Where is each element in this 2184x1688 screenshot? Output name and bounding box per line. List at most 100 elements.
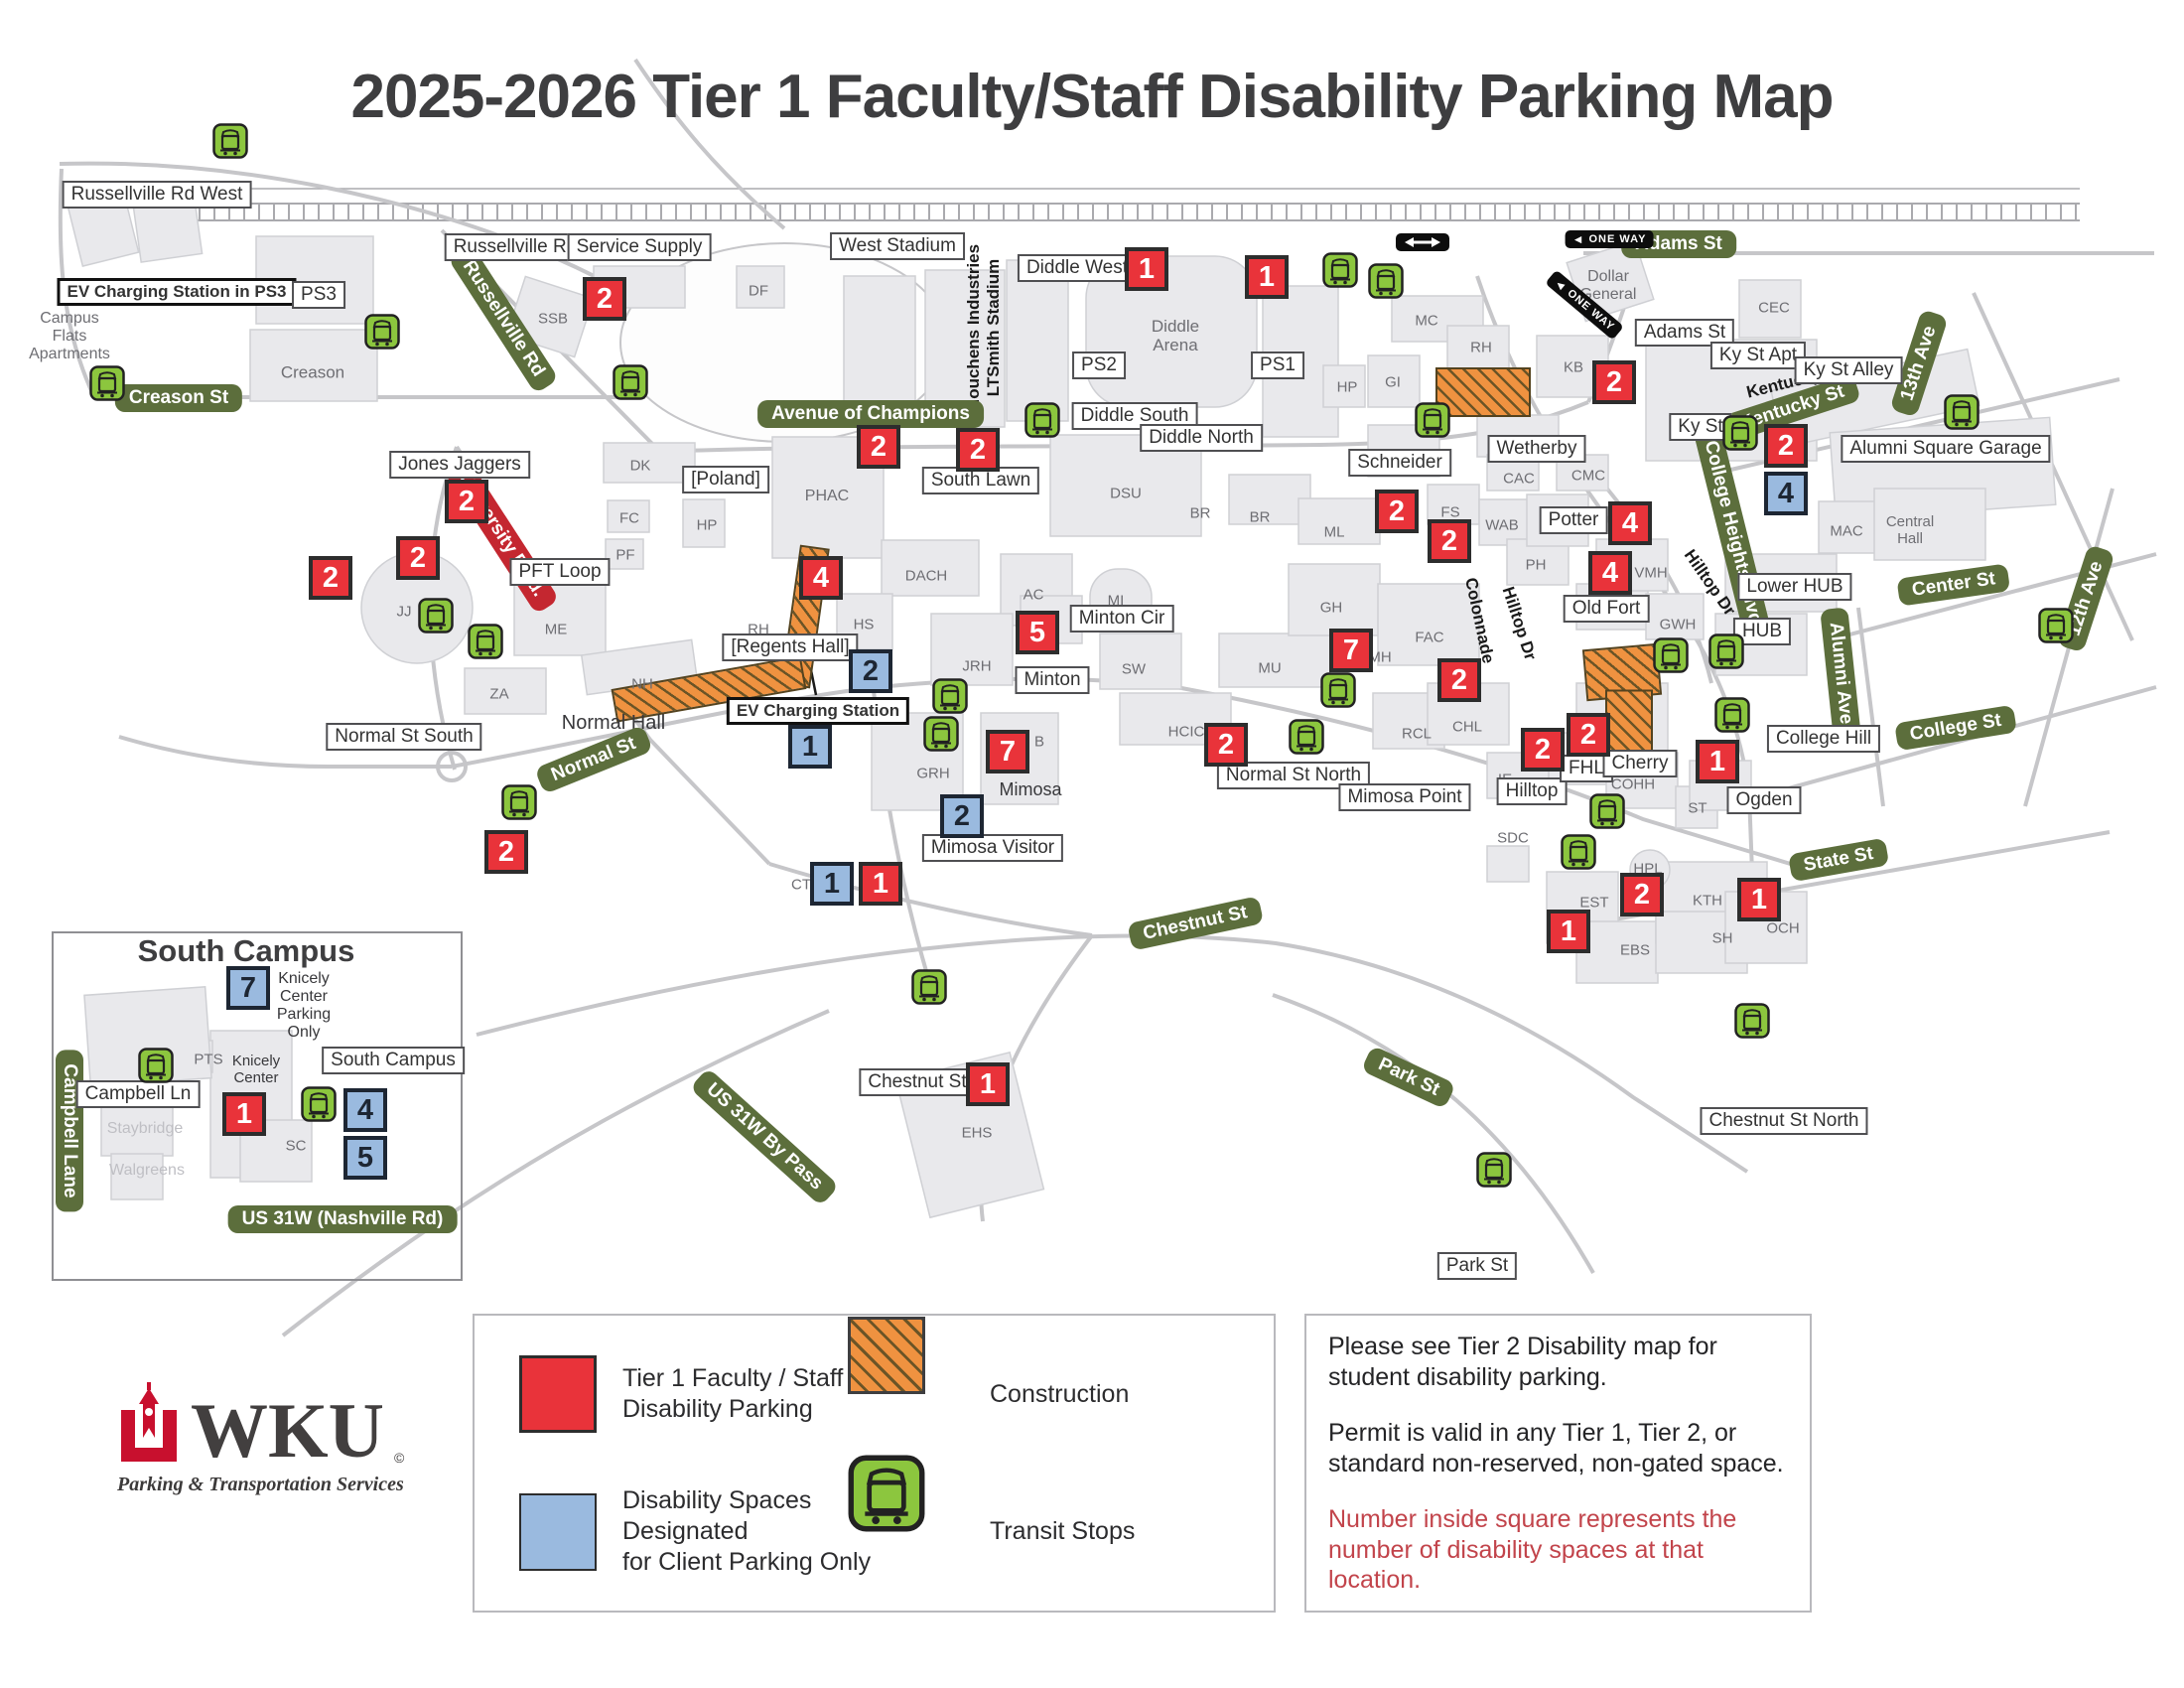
tier1-parking-count: 7 (986, 730, 1029, 774)
transit-stop-icon (501, 784, 537, 820)
tier1-parking-count: 1 (859, 862, 902, 906)
client-parking-count: 4 (1764, 472, 1808, 515)
building-label: ME (544, 621, 568, 638)
client-parking-count: 4 (343, 1088, 387, 1132)
street-label-box: Russellville Rd West (62, 181, 252, 209)
legend-item-tier1: Tier 1 Faculty / Staff Disability Parkin… (519, 1355, 887, 1434)
transit-stop-icon (1368, 263, 1404, 299)
building-label: MH (1368, 648, 1392, 666)
wku-logo: WKU © Parking & Transportation Services (117, 1382, 435, 1496)
tier1-parking-count: 2 (1521, 728, 1565, 772)
street-label-box: Lower HUB (1737, 573, 1852, 601)
street-label-box: Ky St Alley (1794, 356, 1903, 384)
tier1-parking-count: 2 (1592, 360, 1636, 404)
building-label: SW (1121, 660, 1147, 678)
street-label-box: Normal St North (1216, 762, 1371, 789)
street-name-pill: US 31W By Pass (689, 1067, 840, 1206)
building-label: MC (1415, 312, 1438, 330)
legend-label: Tier 1 Faculty / Staff Disability Parkin… (622, 1364, 844, 1424)
building-label: GRH (916, 765, 950, 782)
building-label: Walgreens (109, 1162, 185, 1180)
transit-stop-icon (1714, 697, 1750, 733)
building-label: BR (1189, 504, 1211, 522)
building-label: FC (619, 509, 639, 527)
tier1-parking-count: 1 (1245, 255, 1289, 299)
tier1-parking-count: 2 (1437, 658, 1481, 702)
tier1-parking-count: 2 (1567, 713, 1610, 757)
one-way-text: ONE WAY (1588, 233, 1647, 245)
building-label: VMH (1634, 564, 1668, 582)
tier1-parking-count: 2 (1620, 873, 1664, 916)
street-label-box: Ky St Apt (1709, 342, 1807, 369)
tier1-parking-count: 4 (1608, 501, 1652, 545)
building-label: PF (615, 546, 635, 564)
building-label: HP (1336, 378, 1358, 396)
tier1-parking-count: 1 (966, 1062, 1010, 1106)
building-label: HCIC (1167, 723, 1205, 741)
street-label-box: Chestnut St North (1700, 1107, 1868, 1135)
street-label-box: Diddle West (1017, 254, 1138, 282)
building-label: MAC (1830, 522, 1863, 540)
street-label-box: Minton Cir (1069, 605, 1174, 633)
street-label-box: Mimosa Point (1338, 783, 1471, 811)
transit-stop-icon (301, 1086, 337, 1122)
building-label: CEC (1758, 299, 1790, 317)
building-label: Central Hall (1885, 513, 1935, 547)
building-label: FS (1440, 503, 1460, 521)
building-label: PH (1525, 556, 1547, 574)
client-parking-swatch (519, 1492, 597, 1571)
building-label: HP (696, 516, 718, 534)
tier1-parking-count: 1 (1737, 878, 1781, 921)
street-label-box: Park St (1436, 1252, 1518, 1280)
south-campus-inset (52, 931, 463, 1281)
transit-stop-icon (138, 1048, 174, 1083)
building-label: Dollar General (1579, 268, 1637, 303)
building-label: HS (853, 616, 875, 633)
transit-stop-icon (1944, 394, 1979, 430)
street-name-pill: Park St (1360, 1045, 1457, 1110)
building-label: DF (749, 282, 768, 300)
legend-item-transit: Transit Stops (848, 1455, 1254, 1571)
street-name-pill: Center St (1896, 563, 2011, 607)
building-label: GH (1319, 599, 1343, 617)
transit-stop-icon (1322, 252, 1358, 288)
building-label: Knicely Center (231, 1053, 281, 1086)
street-name-pill: Chestnut St (1127, 896, 1264, 951)
street-name-pill: College St (1894, 704, 2017, 752)
building-label: B (1033, 733, 1045, 751)
building-label: Normal Hall (561, 711, 666, 734)
building-label: KTH (1693, 892, 1722, 910)
street-label-box: Jones Jaggers (389, 451, 530, 479)
transit-stop-icon (1708, 633, 1744, 669)
building-label: KB (1563, 358, 1584, 376)
tier1-parking-count: 1 (1696, 740, 1739, 783)
street-label-box: South Campus (322, 1047, 465, 1074)
transit-stop-icon (2038, 608, 2074, 643)
tier1-parking-count: 2 (309, 556, 352, 600)
tier1-parking-count: 2 (583, 277, 626, 321)
building-label: GI (1385, 373, 1401, 391)
tier1-parking-count: 2 (956, 428, 1000, 472)
street-label-box: Russellville Rd (444, 233, 587, 261)
building-label: JJ (396, 603, 412, 621)
street-label-box: Ogden (1726, 786, 1802, 814)
building-label: Knicely Center Parking Only (276, 970, 332, 1041)
building-label: FAC (1415, 629, 1444, 646)
tier1-parking-count: 7 (1329, 629, 1373, 672)
left-arrow-icon: ◄ (1551, 275, 1570, 294)
tier1-parking-count: 2 (1428, 519, 1471, 563)
building-label: DSU (1110, 485, 1142, 502)
construction-swatch (848, 1317, 925, 1395)
legend: Tier 1 Faculty / Staff Disability Parkin… (473, 1314, 1276, 1613)
transit-stop-icon (1415, 402, 1450, 438)
left-arrow-icon: ◄ (1571, 232, 1584, 246)
building-label: CT (791, 876, 811, 894)
tier1-parking-count: 2 (484, 830, 528, 874)
street-name-label: Colonnade (1461, 575, 1498, 665)
transit-stop-icon (613, 364, 648, 400)
street-label-box: PFT Loop (509, 558, 611, 586)
tier1-parking-count: 2 (396, 536, 440, 580)
street-label-box: Normal St South (326, 723, 482, 751)
transit-stop-icon (1476, 1152, 1512, 1188)
